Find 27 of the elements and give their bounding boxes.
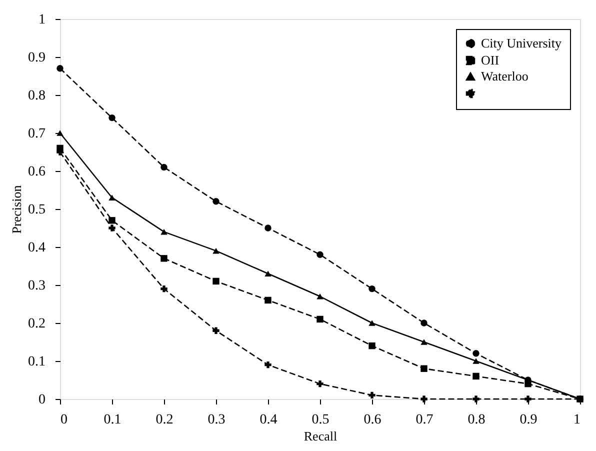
y-tick-label: 0.7: [28, 126, 46, 142]
x-tick-label: 0.5: [312, 412, 330, 428]
x-tick-label: 0.9: [520, 412, 538, 428]
legend-label: City University: [481, 36, 562, 50]
legend-label: Waterloo: [481, 68, 528, 84]
x-tick-label: 1: [574, 412, 580, 428]
x-tick-label: 0.1: [104, 412, 122, 428]
y-tick-label: 0.3: [28, 278, 46, 294]
y-tick-label: 0.8: [28, 88, 46, 104]
y-tick-label: 0.9: [28, 50, 46, 66]
y-tick-label: 0.2: [28, 316, 46, 332]
y-axis-title: Precision: [9, 184, 24, 234]
x-axis-title: Recall: [304, 428, 338, 444]
y-tick-label: 1: [38, 12, 46, 28]
x-tick-label: 0.4: [260, 412, 278, 428]
x-tick-label: 0.8: [468, 412, 486, 428]
x-tick-label: 0.7: [416, 412, 434, 428]
y-tick-label: 0: [38, 392, 46, 408]
y-tick-label: 0.6: [28, 164, 46, 180]
y-tick-label: 0.4: [28, 240, 46, 256]
x-tick-label: 0.2: [156, 412, 174, 428]
legend-label: OII: [481, 52, 500, 68]
x-tick-label: 0.3: [208, 412, 226, 428]
y-tick-label: 0.1: [28, 354, 46, 370]
x-tick-label: 0.6: [364, 412, 382, 428]
x-tick-label: 0: [60, 412, 68, 428]
y-tick-label: 0.5: [28, 202, 46, 218]
